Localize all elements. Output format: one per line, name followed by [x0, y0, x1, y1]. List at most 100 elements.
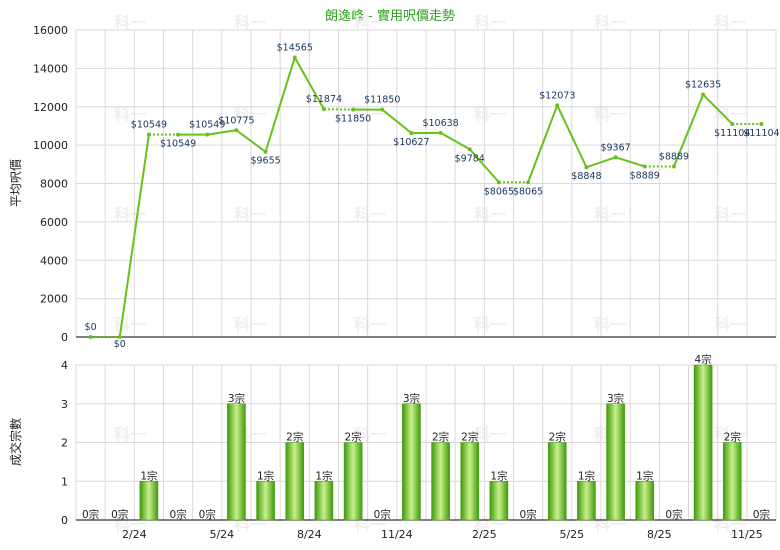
price-y-tick-label: 14000 [33, 62, 68, 75]
volume-data-label: 2宗 [724, 431, 741, 444]
watermark-text: 科一 [474, 13, 506, 32]
volume-bar [256, 481, 275, 521]
volume-bar [577, 481, 596, 521]
price-y-tick-label: 6000 [40, 216, 68, 229]
volume-x-tick-label: 5/25 [559, 528, 584, 541]
price-line-segment [615, 156, 646, 168]
price-point [117, 335, 122, 339]
volume-panel: 0 1 2 3 4 成交宗數 0宗 0宗 1宗 0宗 0宗 3宗 1宗 2宗 1宗 2宗 0宗 3宗 2宗 2宗 1… [8, 353, 777, 541]
volume-bar [693, 364, 713, 521]
volume-gridlines [75, 364, 777, 521]
price-data-label: $10627 [393, 137, 429, 148]
price-point [642, 164, 647, 169]
watermark-text: 科一 [234, 205, 266, 224]
price-line-segment [586, 156, 616, 169]
price-y-tick-label: 2000 [40, 293, 68, 306]
watermark-text: 科一 [714, 105, 746, 124]
watermark-text: 科一 [114, 315, 146, 334]
price-y-axis-ticks: 0 2000 4000 6000 8000 10000 12000 14000 16000 [33, 24, 68, 344]
volume-data-label: 0宗 [199, 508, 216, 521]
price-y-axis-label: 平均呎價 [9, 159, 23, 207]
volume-bar [460, 442, 480, 521]
price-point [409, 131, 414, 136]
price-point [467, 147, 472, 152]
volume-x-tick-label: 8/24 [297, 528, 322, 541]
price-point [263, 149, 268, 154]
watermark-text: 科一 [714, 425, 746, 444]
volume-x-tick-label: 2/24 [122, 528, 147, 541]
price-data-label: $11104 [714, 128, 750, 139]
watermark-text: 科一 [354, 13, 386, 32]
volume-data-label: 0宗 [753, 508, 770, 521]
watermark-text: 科一 [714, 13, 746, 32]
price-line-segment [469, 148, 500, 183]
price-line-segment [118, 134, 150, 338]
volume-y-tick-label: 2 [61, 437, 68, 450]
price-data-labels: $0$0$10549$10549$10549$10775$9655$14565$… [85, 43, 780, 350]
volume-bar [227, 403, 246, 521]
volume-bar [402, 403, 421, 521]
watermark-text: 科一 [474, 205, 506, 224]
price-panel: 0 2000 4000 6000 8000 10000 12000 14000 16000 平均… [9, 24, 780, 350]
price-data-label: $11850 [364, 95, 400, 106]
price-point [380, 107, 385, 112]
volume-bar [606, 403, 625, 521]
price-line-segment [702, 93, 733, 125]
price-point [730, 121, 735, 126]
price-data-label: $12073 [539, 90, 575, 101]
volume-bar [547, 442, 567, 521]
watermark-text: 科一 [714, 315, 746, 334]
price-data-label: $10549 [189, 120, 225, 131]
price-data-label: $14565 [277, 43, 313, 54]
price-line-segment [440, 132, 471, 151]
price-point [759, 121, 764, 126]
price-line-segment [264, 57, 296, 153]
watermark-text: 科一 [114, 425, 146, 444]
volume-data-label: 0宗 [374, 508, 391, 521]
price-y-tick-label: 4000 [40, 254, 68, 267]
volume-x-axis-ticks: 2/24 5/24 8/24 11/24 2/25 5/25 8/25 11/25 [122, 528, 763, 541]
volume-x-tick-label: 11/24 [381, 528, 413, 541]
price-point [613, 155, 618, 160]
volume-bar [722, 442, 742, 521]
volume-bar [431, 442, 450, 521]
volume-y-axis-label: 成交宗數 [8, 418, 23, 466]
price-data-label: $9367 [600, 142, 630, 153]
price-y-tick-label: 16000 [33, 24, 68, 37]
price-data-label: $10549 [160, 139, 196, 150]
price-data-label: $10549 [131, 120, 167, 131]
volume-data-label: 3宗 [403, 392, 420, 405]
price-point [176, 132, 181, 137]
volume-data-label: 2宗 [549, 431, 566, 444]
price-data-label: $11874 [306, 94, 342, 105]
price-data-label: $10775 [218, 115, 254, 126]
volume-data-label: 1宗 [578, 469, 595, 482]
price-data-label: $8848 [571, 171, 601, 182]
price-point [671, 164, 676, 169]
price-point [205, 132, 210, 137]
price-point [351, 107, 356, 112]
price-point [438, 130, 443, 135]
volume-data-label: 0宗 [665, 508, 682, 521]
volume-x-tick-label: 2/25 [472, 528, 497, 541]
price-line-segment [556, 104, 588, 168]
price-line-segment [293, 57, 325, 110]
price-line-segment [235, 129, 267, 153]
volume-x-tick-label: 11/25 [731, 528, 763, 541]
price-point [584, 165, 589, 170]
price-point [321, 107, 326, 112]
price-point [496, 180, 501, 185]
watermark-text: 科一 [474, 105, 506, 124]
price-y-tick-label: 8000 [40, 178, 68, 191]
volume-bar [139, 481, 159, 521]
volume-data-labels: 0宗 0宗 1宗 0宗 0宗 3宗 1宗 2宗 1宗 2宗 0宗 3宗 2宗 2宗 1宗 0宗 2宗 1宗 3宗 1宗… [82, 353, 770, 521]
watermark-text: 科一 [114, 13, 146, 32]
price-point [88, 335, 93, 339]
watermark-text: 科一 [234, 315, 266, 334]
price-data-label: $8889 [659, 151, 689, 162]
price-data-label: $11850 [335, 114, 371, 125]
price-point [555, 103, 560, 108]
volume-x-tick-label: 8/25 [647, 528, 672, 541]
volume-data-label: 1宗 [140, 469, 157, 482]
